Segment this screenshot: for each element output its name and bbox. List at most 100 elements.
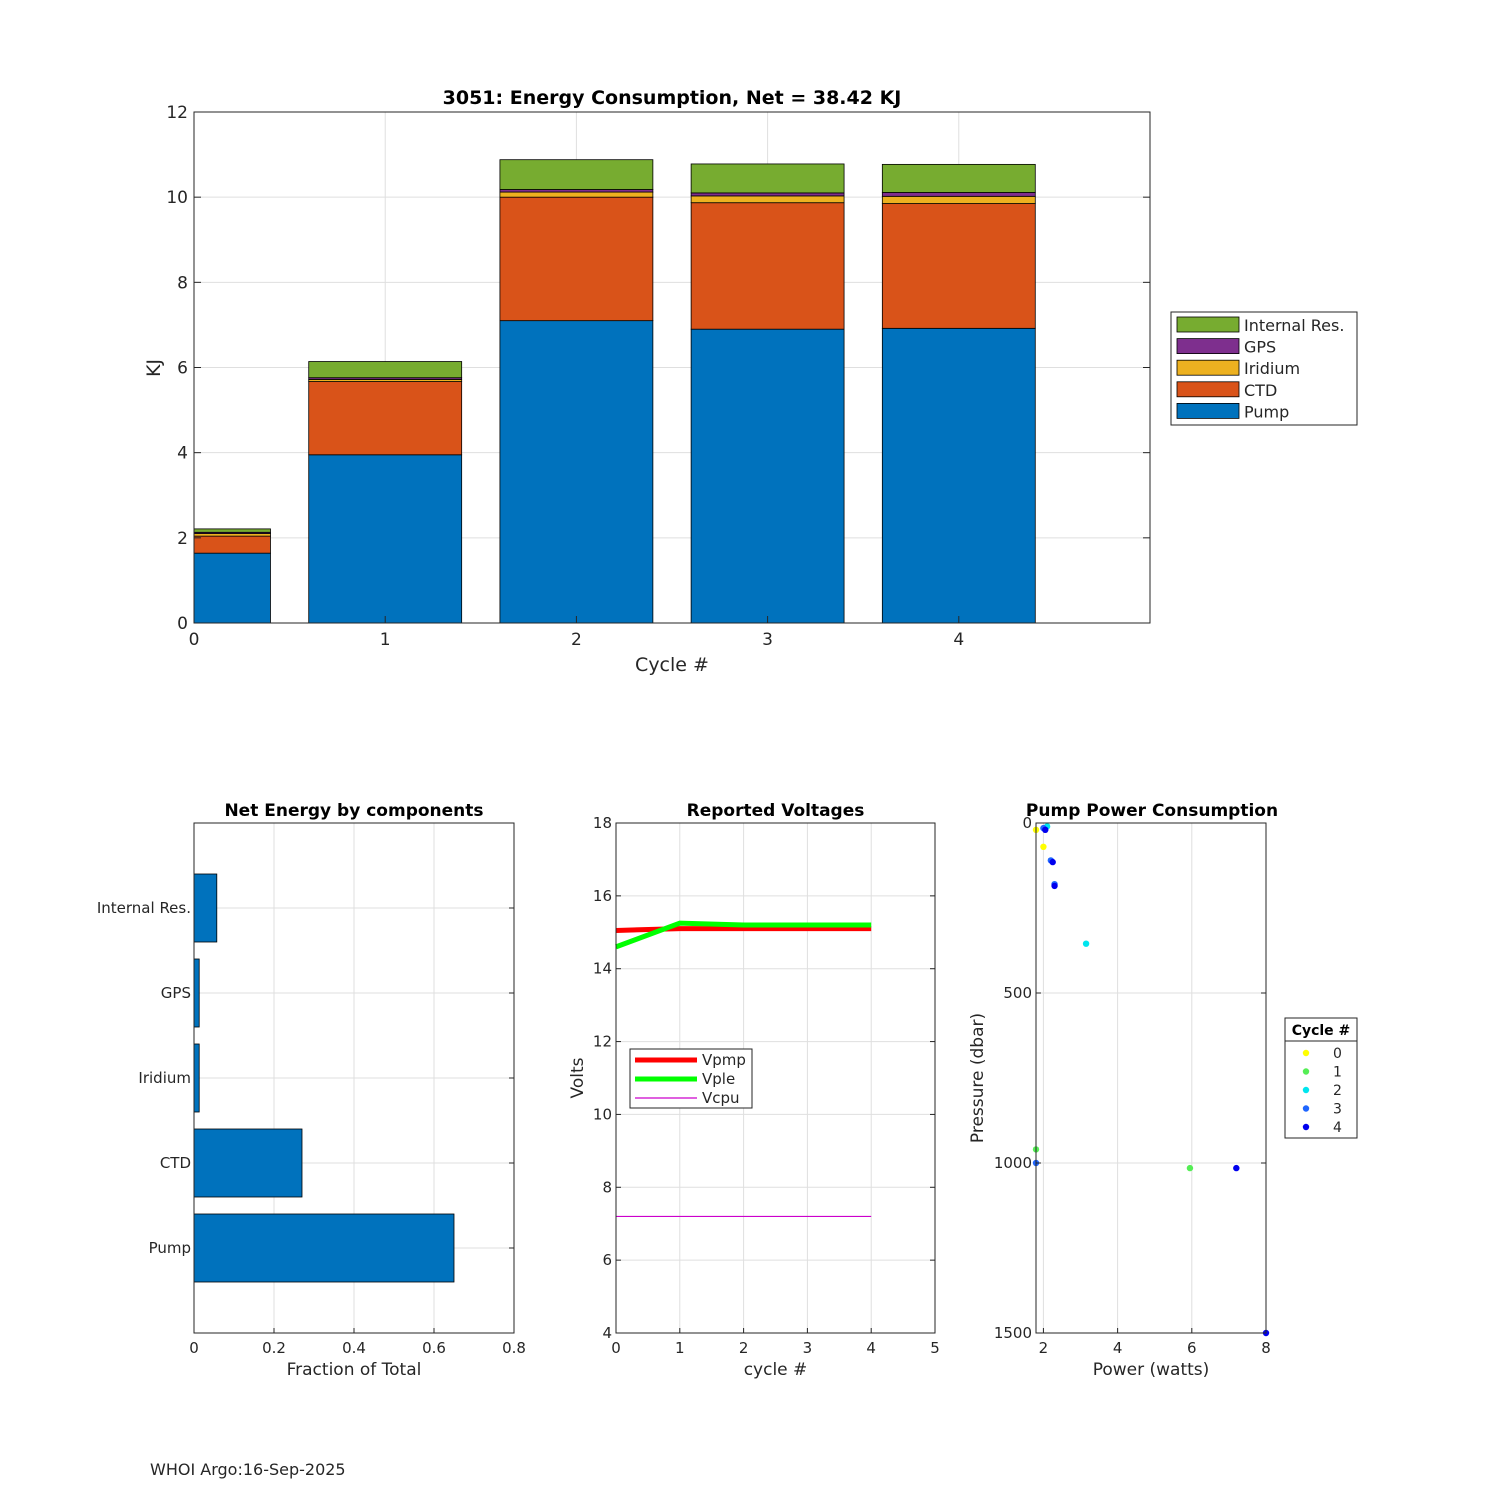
bar-internal-res--cycle-2 xyxy=(499,159,654,190)
pump-ytick-label: 1500 xyxy=(994,1324,1032,1342)
voltages-xtick-label: 2 xyxy=(739,1339,749,1357)
voltages-axes-frame xyxy=(615,822,936,1334)
legend-label-vcpu: Vcpu xyxy=(702,1089,740,1107)
bar-gps-cycle-4 xyxy=(881,192,1036,197)
components-ytick-label: CTD xyxy=(160,1154,191,1172)
pump-ytick-label: 0 xyxy=(1022,814,1032,832)
energy-xtick-label: 4 xyxy=(953,630,964,650)
bar-iridium-cycle-4 xyxy=(881,195,1036,204)
components-title: Net Energy by components xyxy=(224,801,483,821)
bar-pump-cycle-1 xyxy=(308,454,463,624)
component-bar-internal-res- xyxy=(193,873,218,943)
bar-ctd-cycle-4 xyxy=(881,203,1036,329)
energy-ytick-label: 4 xyxy=(177,444,188,464)
pump-legend-label-3: 3 xyxy=(1333,1102,1342,1118)
voltages-ytick-label: 4 xyxy=(602,1324,612,1342)
energy-xlabel: Cycle # xyxy=(635,654,709,676)
legend-swatch-gps xyxy=(1176,338,1240,355)
components-ytick-label: Iridium xyxy=(138,1069,191,1087)
voltages-ytick-label: 18 xyxy=(593,814,612,832)
pump-legend-box xyxy=(1284,1017,1358,1139)
bar-internal-res--cycle-0 xyxy=(193,528,271,533)
pump-point-cycle-0 xyxy=(1040,843,1047,850)
components-ytick-label: GPS xyxy=(161,984,191,1002)
pump-xtick-label: 6 xyxy=(1187,1339,1197,1357)
voltages-ylabel: Volts xyxy=(568,1057,588,1098)
components-xtick-label: 0.2 xyxy=(262,1339,286,1357)
pump-xtick-label: 4 xyxy=(1113,1339,1123,1357)
pump-legend-marker-4 xyxy=(1302,1123,1310,1131)
energy-ytick-label: 12 xyxy=(166,103,188,123)
pump-point-cycle-4 xyxy=(1051,882,1058,890)
legend-swatch-ctd xyxy=(1176,381,1240,398)
bar-ctd-cycle-3 xyxy=(690,202,845,330)
footer-text: WHOI Argo:16-Sep-2025 xyxy=(150,1460,346,1479)
pump-point-cycle-4 xyxy=(1042,826,1049,833)
energy-ytick-label: 8 xyxy=(177,273,188,293)
pump-point-cycle-1 xyxy=(1186,1164,1194,1172)
energy-ytick-label: 2 xyxy=(177,529,188,549)
voltages-xtick-label: 0 xyxy=(611,1339,621,1357)
pump-point-cycle-4 xyxy=(1233,1164,1240,1172)
bar-internal-res--cycle-1 xyxy=(308,361,463,379)
pump-legend-label-4: 4 xyxy=(1333,1120,1342,1136)
pump-legend-marker-3 xyxy=(1302,1105,1310,1112)
components-ytick-label: Pump xyxy=(149,1239,191,1257)
legend-label-gps: GPS xyxy=(1244,338,1276,357)
pump-ylabel: Pressure (dbar) xyxy=(968,1013,988,1143)
pump-legend-label-0: 0 xyxy=(1333,1046,1342,1062)
bar-iridium-cycle-3 xyxy=(690,195,845,204)
bar-ctd-cycle-0 xyxy=(193,535,271,554)
legend-swatch-internal-res- xyxy=(1176,316,1240,333)
legend-label-internal-res-: Internal Res. xyxy=(1244,316,1344,335)
energy-legend: Internal Res. GPS Iridium CTD Pump xyxy=(1170,311,1358,426)
legend-swatch-pump xyxy=(1176,402,1240,419)
voltages-ytick-label: 14 xyxy=(593,960,612,978)
bar-pump-cycle-3 xyxy=(690,328,845,624)
energy-ytick-label: 10 xyxy=(166,188,188,208)
energy-xtick-label: 0 xyxy=(189,630,200,650)
pump-legend-marker-2 xyxy=(1302,1086,1310,1094)
energy-xtick-label: 2 xyxy=(571,630,582,650)
legend-label-vpmp: Vpmp xyxy=(702,1051,746,1069)
voltage-line-vple xyxy=(615,920,872,950)
bar-internal-res--cycle-4 xyxy=(881,163,1036,193)
pump-legend: Cycle # 0 1 2 3 4 xyxy=(1284,1017,1358,1139)
components-xlabel: Fraction of Total xyxy=(287,1360,422,1380)
component-bar-gps xyxy=(193,958,200,1028)
components-xtick-label: 0.6 xyxy=(422,1339,446,1357)
component-bar-ctd xyxy=(193,1128,303,1198)
voltages-ytick-label: 8 xyxy=(602,1178,612,1196)
voltages-ytick-label: 16 xyxy=(593,887,612,905)
energy-xtick-label: 3 xyxy=(762,630,773,650)
energy-xtick-label: 1 xyxy=(380,630,391,650)
components-xtick-label: 0.8 xyxy=(502,1339,526,1357)
voltages-xtick-label: 1 xyxy=(675,1339,685,1357)
pump-axes-background xyxy=(1036,823,1266,1333)
voltages-ytick-label: 12 xyxy=(593,1033,612,1051)
pump-legend-label-1: 1 xyxy=(1333,1065,1342,1081)
pump-power-chart: 2 4 6 8 0 500 1000 1500 Pump Power Consumption Po… xyxy=(968,801,1358,1380)
energy-ytick-label: 6 xyxy=(177,359,188,379)
pump-ytick-label: 500 xyxy=(1003,984,1032,1002)
voltages-xtick-label: 3 xyxy=(803,1339,813,1357)
energy-ytick-label: 0 xyxy=(177,614,188,634)
component-bar-pump xyxy=(193,1213,455,1283)
bar-internal-res--cycle-3 xyxy=(690,163,845,194)
components-xtick-label: 0 xyxy=(189,1339,199,1357)
pump-legend-title: Cycle # xyxy=(1292,1023,1351,1039)
energy-title: 3051: Energy Consumption, Net = 38.42 KJ xyxy=(443,87,902,109)
net-energy-components-chart: 0 0.2 0.4 0.6 0.8 Pump CTD Iridium GPS Internal R… xyxy=(97,801,526,1380)
voltages-xtick-label: 5 xyxy=(930,1339,940,1357)
pump-legend-label-2: 2 xyxy=(1333,1083,1342,1099)
bar-pump-cycle-4 xyxy=(881,327,1036,624)
legend-label-ctd: CTD xyxy=(1244,381,1277,400)
pump-point-cycle-4 xyxy=(1049,858,1056,866)
pump-point-cycle-2 xyxy=(1082,940,1090,947)
component-bar-iridium xyxy=(193,1043,200,1113)
pump-title: Pump Power Consumption xyxy=(1026,801,1278,821)
